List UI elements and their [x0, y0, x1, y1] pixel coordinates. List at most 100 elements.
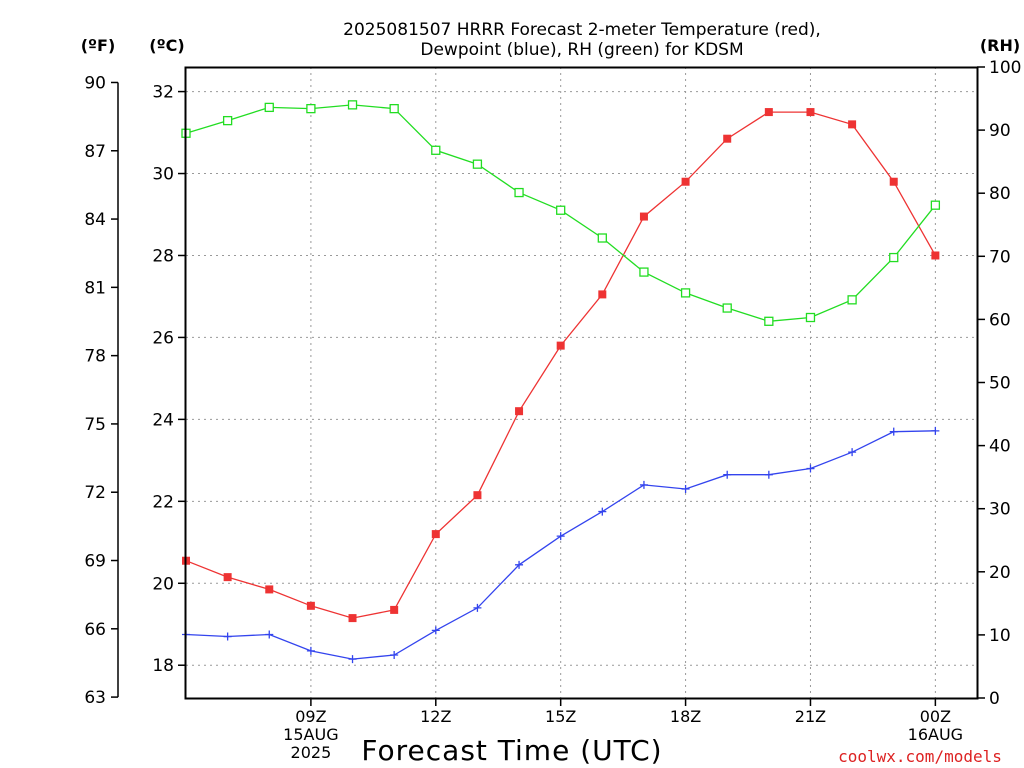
dewpoint-point	[639, 480, 648, 489]
celsius-tick-label: 28	[152, 246, 174, 266]
celsius-tick-label: 20	[152, 574, 174, 594]
axes: 63 66 69 72 75 78 81 84 87 90 18 20 22 24 26 28 30 32 0 10 2…	[84, 58, 1021, 762]
fahrenheit-tick-label: 87	[84, 142, 106, 162]
dewpoint-point	[723, 470, 732, 479]
dewpoint-point	[348, 655, 357, 664]
x-tick-label: 09Z	[295, 707, 326, 726]
rh-tick-label: 80	[989, 184, 1011, 204]
rh-point	[597, 233, 607, 243]
rh-point	[680, 288, 691, 298]
rh-tick-label: 50	[989, 374, 1011, 394]
celsius-tick-label: 24	[152, 410, 174, 430]
dewpoint-point	[556, 532, 565, 541]
dewpoint-point	[515, 560, 524, 569]
rh-unit-label: (RH)	[980, 36, 1020, 55]
celsius-unit-label: (ºC)	[149, 36, 184, 55]
fahrenheit-tick-label: 75	[84, 415, 106, 435]
x-tick-label: 18Z	[670, 707, 701, 726]
temperature-point	[473, 491, 482, 500]
fahrenheit-tick-label: 66	[84, 620, 106, 640]
x-tick-label: 15Z	[545, 707, 576, 726]
dewpoint-point	[306, 646, 315, 655]
dewpoint-point	[806, 464, 815, 473]
x-tick-label: 16AUG	[908, 725, 963, 744]
temperature-point	[848, 120, 857, 129]
x-tick-label: 15AUG	[283, 725, 338, 744]
x-axis-label: Forecast Time (UTC)	[361, 734, 662, 767]
temperature-point	[348, 614, 357, 623]
x-tick-label: 12Z	[420, 707, 451, 726]
dewpoint-point	[764, 470, 773, 479]
x-tick-label: 21Z	[795, 707, 826, 726]
temperature-point	[556, 341, 565, 350]
dewpoint-point	[889, 427, 898, 436]
temperature-point	[806, 108, 815, 117]
rh-tick-label: 60	[989, 310, 1011, 330]
dewpoint-line	[185, 430, 936, 660]
fahrenheit-tick-label: 78	[84, 347, 106, 367]
rh-point	[639, 267, 649, 277]
temperature-point	[639, 212, 648, 221]
temperature-point	[931, 251, 940, 260]
fahrenheit-tick-label: 69	[84, 552, 106, 572]
series-temperature	[182, 108, 940, 623]
rh-tick-label: 30	[989, 500, 1011, 520]
rh-tick-label: 100	[989, 58, 1021, 78]
rh-point	[722, 303, 732, 313]
fahrenheit-tick-label: 72	[84, 483, 106, 503]
fahrenheit-unit-label: (ºF)	[81, 36, 116, 55]
celsius-tick-label: 30	[152, 165, 174, 185]
rh-tick-label: 90	[989, 121, 1011, 141]
rh-tick-label: 20	[989, 563, 1011, 583]
temperature-point	[723, 134, 732, 143]
rh-point	[556, 205, 566, 215]
temperature-point	[306, 601, 315, 610]
credit-text: coolwx.com/models	[838, 747, 1002, 766]
rh-point	[472, 159, 483, 169]
fahrenheit-tick-label: 84	[84, 210, 106, 230]
x-tick-label: 2025	[291, 743, 332, 762]
fahrenheit-tick-label: 81	[84, 278, 106, 298]
rh-point	[431, 145, 441, 155]
temperature-point	[431, 530, 440, 539]
rh-point	[930, 200, 941, 210]
x-tick-label: 00Z	[920, 707, 951, 726]
rh-point	[306, 103, 316, 114]
temperature-point	[265, 585, 274, 594]
rh-point	[889, 252, 899, 263]
dewpoint-point	[223, 632, 232, 641]
dewpoint-point	[598, 507, 607, 516]
temperature-point	[598, 290, 607, 299]
rh-point	[264, 102, 274, 113]
dewpoint-point	[431, 626, 440, 635]
dewpoint-point	[473, 603, 482, 612]
dewpoint-point	[931, 426, 940, 435]
rh-point	[764, 316, 774, 326]
dewpoint-point	[390, 650, 399, 659]
temperature-point	[390, 605, 399, 614]
rh-point	[347, 100, 358, 110]
temperature-point	[681, 177, 690, 186]
celsius-tick-label: 18	[152, 656, 174, 676]
dewpoint-point	[681, 485, 690, 494]
dewpoint-point	[265, 630, 274, 639]
temperature-point	[223, 573, 232, 582]
rh-point	[805, 312, 816, 323]
rh-tick-label: 10	[989, 626, 1011, 646]
rh-tick-label: 40	[989, 437, 1011, 457]
rh-tick-label: 70	[989, 247, 1011, 267]
title-line-1: 2025081507 HRRR Forecast 2-meter Tempera…	[343, 20, 821, 40]
temperature-point	[889, 177, 898, 186]
dewpoint-point	[848, 448, 857, 457]
rh-point	[847, 295, 857, 305]
fahrenheit-tick-label: 90	[84, 73, 106, 93]
temperature-point	[515, 407, 524, 416]
rh-tick-label: 0	[989, 689, 1000, 709]
series-dewpoint	[182, 426, 940, 664]
title-line-2: Dewpoint (blue), RH (green) for KDSM	[420, 40, 743, 60]
rh-point	[514, 187, 524, 198]
data-series	[181, 100, 941, 664]
temperature-point	[764, 108, 773, 117]
chart-title: 2025081507 HRRR Forecast 2-meter Tempera…	[343, 20, 821, 60]
